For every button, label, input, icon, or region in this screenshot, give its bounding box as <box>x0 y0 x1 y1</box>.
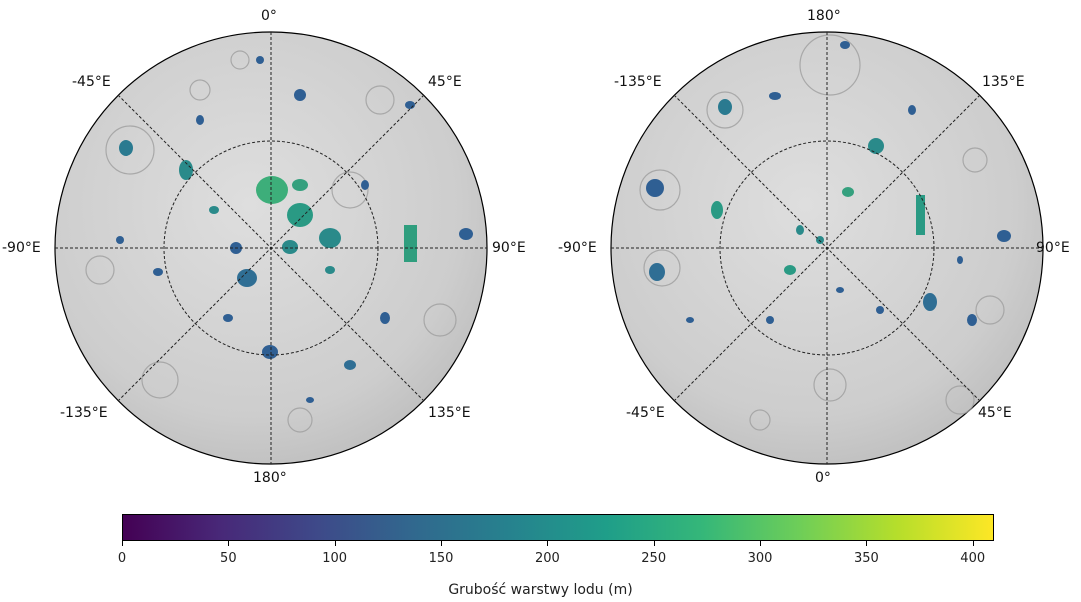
north-label-top-left: -45°E <box>72 74 111 90</box>
colorbar-gradient <box>122 514 994 541</box>
north-label-bottom: 180° <box>253 470 287 486</box>
north-label-bottom-right: 135°E <box>428 405 471 421</box>
colorbar-tick-mark <box>441 541 443 546</box>
colorbar-tick-mark <box>760 541 762 546</box>
south-label-top: 180° <box>807 8 841 24</box>
colorbar-tick-label: 200 <box>534 551 560 566</box>
colorbar-title: Grubość warstwy lodu (m) <box>448 582 633 598</box>
south-label-right: 90°E <box>1036 240 1070 256</box>
south-label-bottom-left: -45°E <box>626 405 665 421</box>
south-ice-deposits <box>646 41 1011 326</box>
colorbar-tick-mark <box>972 541 974 546</box>
colorbar-tick-mark <box>334 541 336 546</box>
south-label-bottom: 0° <box>815 470 831 486</box>
south-label-bottom-right: 45°E <box>978 405 1012 421</box>
colorbar <box>122 514 994 541</box>
north-pole-map <box>54 31 488 465</box>
colorbar-tick-label: 0 <box>117 551 127 566</box>
north-label-bottom-left: -135°E <box>60 405 108 421</box>
colorbar-tick-label: 50 <box>220 551 237 566</box>
north-label-top-right: 45°E <box>428 74 462 90</box>
colorbar-tick-mark <box>122 541 123 546</box>
north-label-right: 90°E <box>492 240 526 256</box>
colorbar-tick-label: 100 <box>322 551 348 566</box>
colorbar-tick-mark <box>547 541 549 546</box>
colorbar-tick-mark <box>653 541 655 546</box>
colorbar-tick-label: 250 <box>641 551 667 566</box>
north-ice-deposits <box>116 56 473 403</box>
south-label-top-right: 135°E <box>982 74 1025 90</box>
colorbar-tick-label: 300 <box>747 551 773 566</box>
south-pole-map <box>610 31 1044 465</box>
north-label-left: -90°E <box>2 240 41 256</box>
south-label-top-left: -135°E <box>614 74 662 90</box>
colorbar-tick-label: 150 <box>428 551 454 566</box>
colorbar-tick-label: 400 <box>960 551 986 566</box>
north-label-top: 0° <box>261 8 277 24</box>
south-label-left: -90°E <box>558 240 597 256</box>
colorbar-tick-mark <box>228 541 230 546</box>
colorbar-tick-mark <box>866 541 868 546</box>
colorbar-tick-label: 350 <box>853 551 879 566</box>
